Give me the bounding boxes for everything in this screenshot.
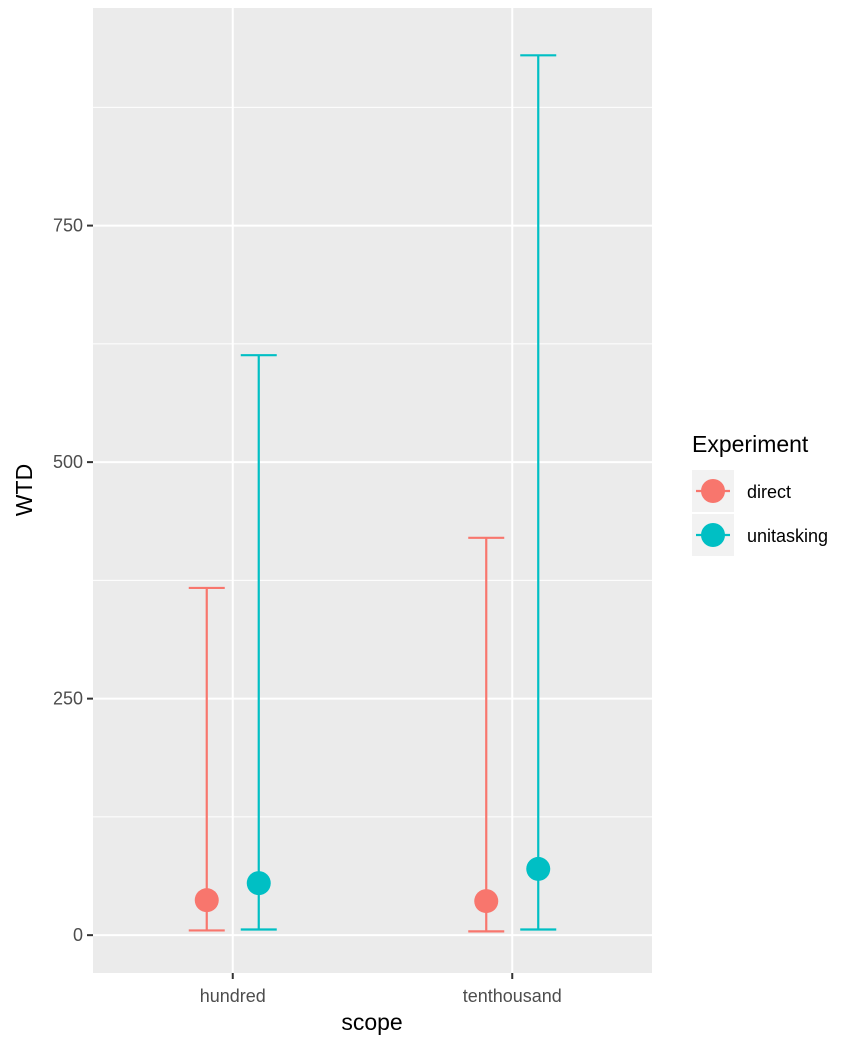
data-point [194, 888, 219, 913]
legend-label-direct: direct [747, 482, 791, 502]
legend-title: Experiment [692, 431, 809, 457]
minor-gridlines [93, 106, 652, 818]
x-tick-label: hundred [200, 986, 266, 1006]
data-point [474, 889, 499, 914]
x-axis-title: scope [341, 1009, 402, 1035]
y-tick-label: 250 [53, 689, 83, 709]
legend: Experiment direct unitasking [692, 431, 828, 556]
legend-key-point [701, 523, 725, 547]
errorbar-group-unitasking-hundred [240, 354, 277, 931]
data-point [246, 871, 271, 896]
x-axis: hundred tenthousand [200, 973, 562, 1006]
major-gridlines [93, 8, 652, 973]
errorbar-group-direct-hundred [188, 586, 225, 932]
legend-key-point [701, 479, 725, 503]
y-tick-label: 750 [53, 216, 83, 236]
panel-background [93, 8, 652, 973]
y-tick-label: 0 [73, 925, 83, 945]
y-axis-title: WTD [11, 464, 37, 516]
y-axis: 0 250 500 750 [53, 216, 93, 945]
legend-label-unitasking: unitasking [747, 526, 828, 546]
y-tick-label: 500 [53, 452, 83, 472]
errorbar-group-unitasking-tenthousand [520, 54, 557, 931]
data-point [526, 856, 551, 881]
errorbar-group-direct-tenthousand [468, 536, 505, 933]
x-tick-label: tenthousand [463, 986, 562, 1006]
data-marks [188, 54, 557, 933]
